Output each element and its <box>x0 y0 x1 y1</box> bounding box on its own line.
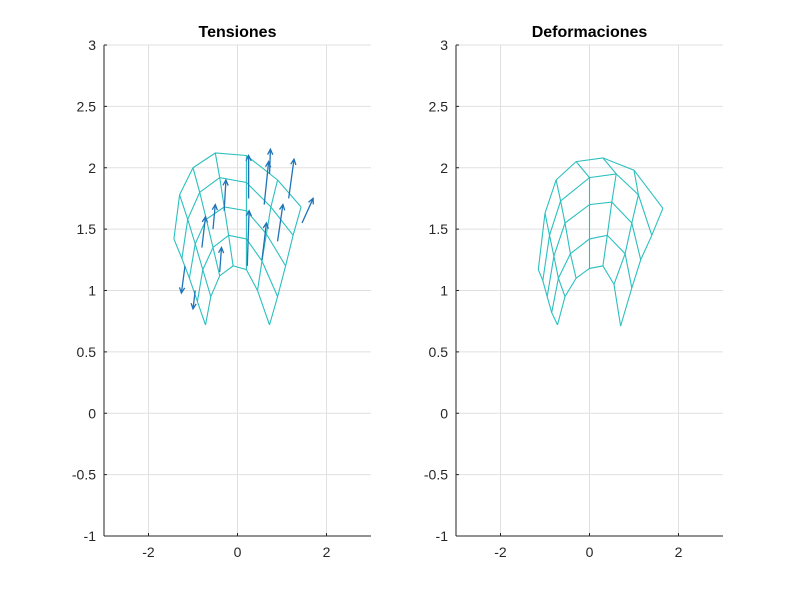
stress-vector <box>180 265 186 294</box>
y-tick-label: 0.5 <box>429 344 449 360</box>
stress-vector <box>288 159 295 199</box>
stress-vector <box>268 149 272 174</box>
stress-vector <box>246 210 250 266</box>
y-tick-label: 1 <box>440 283 448 299</box>
panel-title: Deformaciones <box>532 24 648 41</box>
stress-vector-head <box>190 302 197 311</box>
stress-vector-head <box>217 246 225 254</box>
stress-vector <box>219 247 223 273</box>
mesh-column-line <box>173 238 207 326</box>
x-tick-label: -2 <box>494 544 507 560</box>
stress-vector <box>212 204 216 230</box>
stress-vector-head <box>290 157 297 166</box>
x-tick-label: 0 <box>586 544 594 560</box>
mesh-column-line <box>544 213 566 297</box>
stress-vector <box>276 204 284 242</box>
stress-vector-head <box>267 147 274 156</box>
y-tick-label: 2.5 <box>429 98 449 114</box>
y-tick-label: 0.5 <box>77 344 97 360</box>
y-tick-label: -0.5 <box>424 467 448 483</box>
mesh-column-line <box>602 157 617 266</box>
y-tick-label: -1 <box>436 528 449 544</box>
stress-vector-head <box>178 287 186 295</box>
stress-vector-head <box>278 203 286 211</box>
stress-vector-head <box>201 215 209 223</box>
mesh-column-line <box>256 179 279 291</box>
x-tick-label: 2 <box>323 544 331 560</box>
stress-vector <box>192 290 196 309</box>
stress-vector-head <box>308 197 314 205</box>
stress-vector <box>201 216 207 248</box>
mesh-column-line <box>620 208 664 327</box>
y-tick-label: 2 <box>88 160 96 176</box>
x-tick-label: -2 <box>142 544 155 560</box>
mesh-column-line <box>555 179 577 279</box>
y-tick-label: 1.5 <box>77 221 97 237</box>
y-tick-label: 1.5 <box>429 221 449 237</box>
x-tick-label: 0 <box>234 544 242 560</box>
mesh-column-line <box>268 206 302 326</box>
panel-deformaciones: -2 0 2 -1 -0.5 0 0.5 1 1.5 2 2.5 3 Deformaciones <box>424 24 723 560</box>
y-tick-label: -1 <box>84 528 97 544</box>
panel-title: Tensiones <box>199 24 277 41</box>
y-tick-label: -0.5 <box>72 467 96 483</box>
y-tick-label: 3 <box>88 37 96 53</box>
stress-vector-head <box>211 203 219 211</box>
mesh-column-line <box>613 170 639 285</box>
x-tick-label: 2 <box>675 544 683 560</box>
y-tick-label: 0 <box>88 405 96 421</box>
y-tick-label: 0 <box>440 405 448 421</box>
mesh-column-line <box>179 194 212 297</box>
y-tick-label: 2.5 <box>77 98 97 114</box>
y-tick-label: 2 <box>440 160 448 176</box>
panel-tensiones: -2 0 2 -1 -0.5 0 0.5 1 1.5 2 2.5 3 Tensiones <box>72 24 371 560</box>
stress-vector <box>263 161 270 205</box>
y-tick-label: 1 <box>88 283 96 299</box>
stress-vector-head <box>245 154 252 162</box>
stress-vector-head <box>245 209 253 217</box>
stress-vector <box>223 179 227 211</box>
stress-vector <box>261 222 268 260</box>
y-tick-label: 3 <box>440 37 448 53</box>
mesh-column-line <box>537 269 558 326</box>
mesh-column-line <box>575 161 591 269</box>
stress-vector-head <box>262 221 270 229</box>
stress-vector-head <box>222 178 229 186</box>
stress-vector <box>301 198 314 224</box>
